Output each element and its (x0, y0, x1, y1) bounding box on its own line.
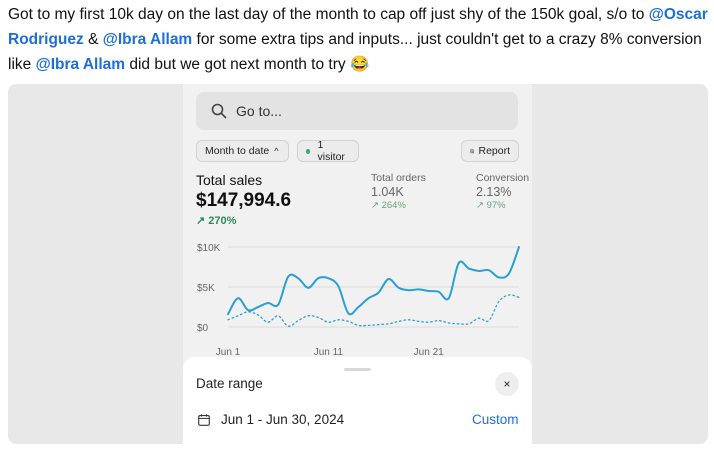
y-tick-label: $10K (197, 243, 221, 254)
search-placeholder: Go to... (236, 103, 282, 119)
total-orders-value: 1.04K (371, 185, 404, 199)
x-tick-label: Jun 11 (314, 347, 344, 358)
total-orders-delta: ↗ 264% (371, 200, 406, 211)
close-icon: × (503, 377, 511, 391)
total-orders-label: Total orders (371, 172, 426, 184)
date-range-value: Jun 1 - Jun 30, 2024 (221, 412, 345, 427)
mention-oscar-rodriguez[interactable]: @Oscar Rodriguez (8, 6, 708, 48)
report-label: Report (478, 145, 510, 157)
visitors-badge[interactable]: 1 visitor (297, 139, 359, 163)
conversion-delta: ↗ 97% (476, 200, 506, 211)
sales-line-chart[interactable]: $10K $5K $0 Jun 1 Jun 11 Jun 21 (183, 234, 532, 359)
sheet-grab-handle[interactable] (344, 368, 371, 371)
close-button[interactable]: × (495, 372, 519, 396)
conversion-value: 2.13% (476, 185, 512, 199)
total-sales-label: Total sales (196, 172, 263, 188)
period-filter-button[interactable]: Month to date ^ (196, 140, 289, 162)
x-tick-label: Jun 1 (216, 347, 241, 358)
laughing-emoji-icon: 😂 (349, 56, 370, 73)
total-sales-value: $147,994.6 (196, 190, 292, 211)
search-icon (211, 103, 227, 119)
x-tick-label: Jun 21 (414, 347, 444, 358)
chevron-up-icon: ^ (274, 146, 279, 156)
y-tick-label: $5K (197, 283, 215, 294)
series-current-line (227, 246, 520, 316)
mention-ibra-allam[interactable]: @Ibra Allam (102, 31, 193, 48)
conversion-label: Conversion r (476, 172, 532, 184)
y-tick-label: $0 (197, 323, 209, 334)
period-filter-label: Month to date (205, 145, 270, 157)
date-range-sheet: Date range × Jun 1 - Jun 30, 2024 Custom (183, 357, 532, 444)
report-icon (470, 148, 475, 153)
custom-range-button[interactable]: Custom (472, 412, 519, 427)
analytics-screen: Go to... Month to date ^ 1 visitor Repor… (183, 84, 532, 444)
calendar-icon (198, 414, 210, 426)
date-range-title: Date range (196, 376, 263, 391)
search-bar[interactable]: Go to... (196, 92, 518, 130)
screenshot-attachment[interactable]: Go to... Month to date ^ 1 visitor Repor… (8, 84, 708, 444)
series-previous-line (227, 294, 520, 327)
mention-ibra-allam-2[interactable]: @Ibra Allam (35, 56, 126, 73)
live-dot-icon (306, 148, 311, 154)
visitors-label: 1 visitor (317, 139, 345, 163)
total-sales-delta: ↗ 270% (196, 215, 237, 227)
report-button[interactable]: Report (461, 140, 519, 162)
post-text: Got to my first 10k day on the last day … (8, 6, 708, 73)
